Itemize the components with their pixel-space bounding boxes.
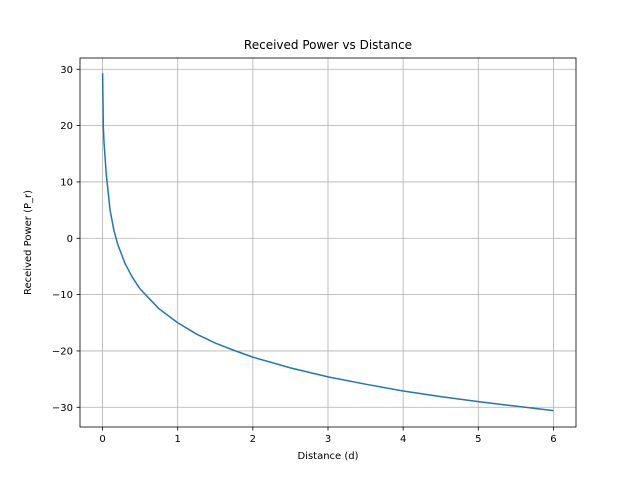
- y-tick-label: −20: [52, 346, 73, 357]
- y-tick-label: −30: [52, 403, 73, 414]
- y-tick-label: 0: [67, 234, 73, 245]
- ticks: 0 1 2 3 4 5 6 −30 −20 −10 0 10 20 30: [52, 65, 557, 445]
- x-tick-label: 6: [550, 434, 556, 445]
- x-tick-label: 0: [99, 434, 105, 445]
- series-line: [101, 73, 554, 412]
- y-tick-label: 20: [60, 121, 73, 132]
- y-tick-label: 30: [60, 65, 73, 76]
- series-layer: [101, 73, 554, 412]
- x-tick-label: 4: [400, 434, 406, 445]
- y-tick-label: 10: [60, 177, 73, 188]
- y-tick-label: −10: [52, 290, 73, 301]
- y-axis-label: Received Power (P_r): [23, 190, 34, 295]
- x-axis-label: Distance (d): [297, 451, 358, 462]
- grid: [80, 58, 576, 427]
- x-tick-label: 3: [325, 434, 331, 445]
- x-tick-label: 5: [475, 434, 481, 445]
- x-tick-label: 1: [175, 434, 181, 445]
- chart-title: Received Power vs Distance: [244, 38, 412, 52]
- x-tick-label: 2: [250, 434, 256, 445]
